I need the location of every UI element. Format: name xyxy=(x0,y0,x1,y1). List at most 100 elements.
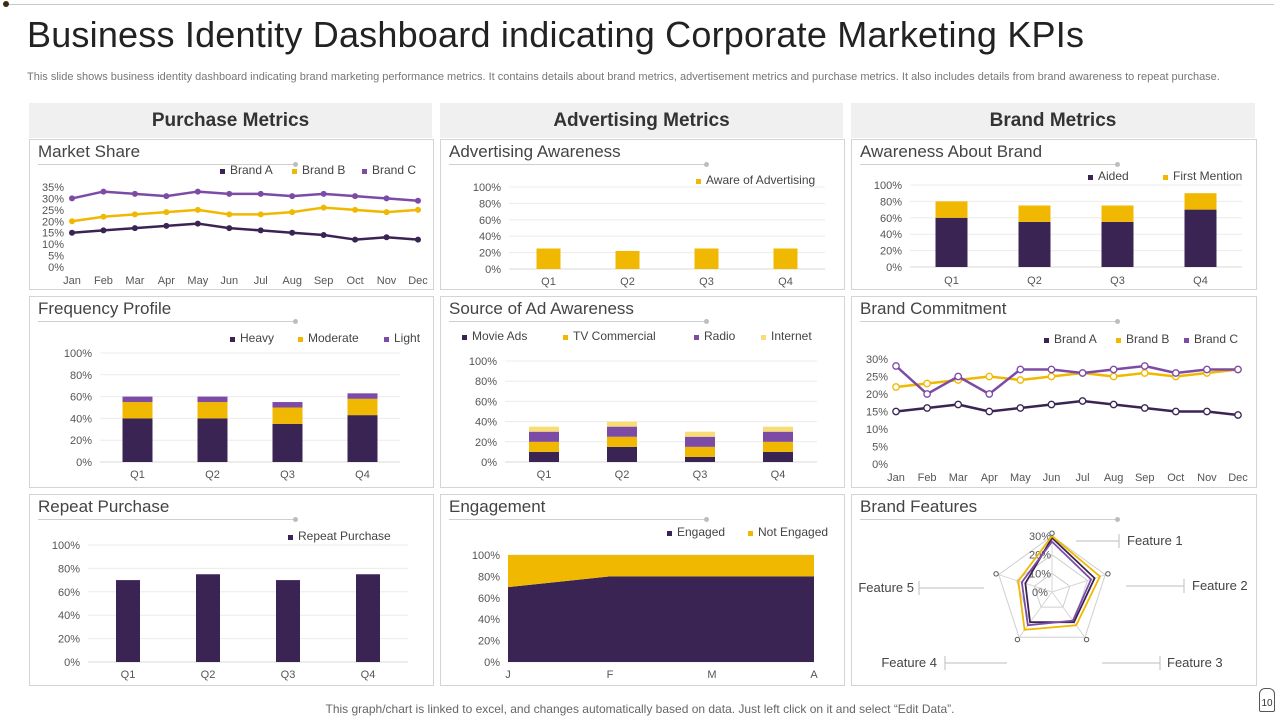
title-underline xyxy=(449,164,707,165)
market-share-panel[interactable]: Market Share 0% 5% 10% 15% 20% 25% 30% 35% Jan Feb… xyxy=(29,139,434,290)
x-tick-label: Q2 xyxy=(201,669,216,681)
repeat-purchase-panel[interactable]: Repeat Purchase 0% 20% 40% 60% 80% 100% Q1 Q2 Q3 Q… xyxy=(29,494,434,686)
y-tick-label: 25% xyxy=(42,205,64,217)
page-subtitle: This slide shows business identity dashb… xyxy=(27,71,1220,83)
bar-aided-q2 xyxy=(1018,221,1051,267)
radar-vertex-marker xyxy=(993,571,999,577)
bar-movie-ads-q3 xyxy=(685,456,715,462)
title-underline-dot xyxy=(1115,319,1120,324)
data-point-brand-b-nov xyxy=(383,209,390,216)
y-tick-label: 100% xyxy=(52,540,80,552)
x-tick-label: Jul xyxy=(254,275,268,287)
radar-tick-label: 0% xyxy=(1032,587,1048,599)
x-tick-label: Nov xyxy=(377,275,397,287)
chart-legend: Repeat Purchase xyxy=(288,529,391,543)
data-point-brand-a-nov xyxy=(1203,407,1211,416)
radar-grid-ring xyxy=(998,535,1106,638)
x-tick-label: Sep xyxy=(314,275,334,287)
x-tick-label: Q3 xyxy=(1110,275,1125,287)
x-tick-label: Q3 xyxy=(693,469,708,481)
bar-moderate-q3 xyxy=(272,407,303,424)
bar-radio-q3 xyxy=(685,436,715,447)
data-point-brand-a-sep xyxy=(1140,404,1149,412)
data-point-brand-b-feb xyxy=(923,379,931,388)
chart-legend: Movie Ads TV Commercial Radio Internet xyxy=(462,329,812,343)
legend-swatch-repeat-purchase xyxy=(288,535,293,540)
bar-first-mention-q2 xyxy=(1018,205,1051,222)
bar-radio-q2 xyxy=(607,426,637,437)
data-point-brand-a-apr xyxy=(163,222,170,229)
bar-aware-of-advertising-q4 xyxy=(773,248,798,269)
bar-aware-of-advertising-q3 xyxy=(694,248,719,269)
legend-swatch-radio xyxy=(694,335,699,340)
legend-label-brand-b: Brand B xyxy=(302,163,345,177)
data-point-brand-c-jul xyxy=(1078,369,1087,377)
brand-features-panel[interactable]: Brand Features 0% 10% 20% 30% Feature 1 Featur… xyxy=(851,494,1257,686)
top-divider-line xyxy=(6,4,1274,5)
chart-title: Brand Features xyxy=(860,497,978,516)
data-point-brand-c-aug xyxy=(1109,365,1118,374)
x-axis: Q1 Q2 Q3 Q4 xyxy=(944,275,1208,287)
y-axis: 0% 5% 10% 15% 20% 25% 30% xyxy=(866,354,888,471)
legend-swatch-first-mention xyxy=(1163,175,1168,180)
bar-internet-q1 xyxy=(529,426,559,432)
x-tick-label: Q4 xyxy=(778,276,793,288)
awareness-about-brand-panel[interactable]: Awareness About Brand 0% 20% 40% 60% 80% 100% Q… xyxy=(851,139,1257,290)
data-point-brand-c-nov xyxy=(383,195,390,202)
top-corner-dot xyxy=(3,1,9,7)
x-tick-label: Q1 xyxy=(541,276,556,288)
x-axis: Jan Feb Mar Apr May Jun Jul Aug Sep Oct Nov Dec xyxy=(63,275,428,287)
x-tick-label: Aug xyxy=(1104,472,1124,484)
y-tick-label: 100% xyxy=(473,182,501,194)
x-axis: Q1 Q2 Q3 Q4 xyxy=(121,669,376,681)
chart-title: Awareness About Brand xyxy=(860,142,1043,161)
x-tick-label: Jun xyxy=(1043,472,1061,484)
x-tick-label: Oct xyxy=(347,275,364,287)
data-point-brand-c-mar xyxy=(131,190,138,197)
data-point-brand-a-jun xyxy=(1047,400,1056,409)
chart-title: Source of Ad Awareness xyxy=(449,299,634,318)
x-tick-label: Jan xyxy=(887,472,905,484)
title-underline xyxy=(860,519,1118,520)
frequency-profile-panel[interactable]: Frequency Profile 0% 20% 40% 60% 80% 100% Q1 Q2 Q… xyxy=(29,296,434,488)
legend-label-brand-a: Brand A xyxy=(1054,332,1097,346)
data-point-brand-c-may xyxy=(194,188,201,195)
data-point-brand-b-jun xyxy=(226,211,233,218)
y-tick-label: 80% xyxy=(58,563,80,575)
title-underline-dot xyxy=(1115,517,1120,522)
x-tick-label: M xyxy=(707,669,716,681)
source-of-ad-awareness-panel[interactable]: Source of Ad Awareness 0% 20% 40% 60% 80% 100%… xyxy=(440,296,845,488)
advertising-awareness-panel[interactable]: Advertising Awareness 0% 20% 40% 60% 80% 100% Q… xyxy=(440,139,845,290)
bar-repeat-purchase-q4 xyxy=(356,574,380,662)
legend-label-radio: Radio xyxy=(704,329,736,343)
chart-legend: Brand A Brand B Brand C xyxy=(1044,332,1238,346)
legend-swatch-not-engaged xyxy=(748,531,753,536)
data-point-brand-c-dec xyxy=(415,197,421,204)
y-tick-label: 0% xyxy=(886,262,902,274)
y-tick-label: 0% xyxy=(64,657,80,669)
x-tick-label: Q1 xyxy=(121,669,136,681)
data-point-brand-c-mar xyxy=(954,372,963,381)
bar-repeat-purchase-q1 xyxy=(116,580,140,662)
y-tick-label: 0% xyxy=(872,459,888,471)
legend-swatch-internet xyxy=(761,335,766,340)
legend-label-engaged: Engaged xyxy=(677,525,725,539)
radar-vertex-marker xyxy=(1105,571,1111,577)
y-tick-label: 80% xyxy=(479,198,501,210)
chart-legend: Engaged Not Engaged xyxy=(667,525,828,539)
brand-commitment-panel[interactable]: Brand Commitment 0% 5% 10% 15% 20% 25% 30% Jan Fe… xyxy=(851,296,1257,488)
legend-label-brand-c: Brand C xyxy=(1194,332,1238,346)
y-tick-label: 0% xyxy=(48,262,64,274)
bar-first-mention-q1 xyxy=(935,201,968,218)
data-point-brand-c-feb xyxy=(100,188,107,195)
radar-series-series-2 xyxy=(1017,534,1102,631)
bar-movie-ads-q2 xyxy=(607,446,637,462)
footnote: This graph/chart is linked to excel, and… xyxy=(325,702,955,716)
page-title: Business Identity Dashboard indicating C… xyxy=(27,14,1085,55)
engagement-panel[interactable]: Engagement 0% 20% 40% 60% 80% 100% J F M A Engaged N… xyxy=(440,494,845,686)
legend-label-light: Light xyxy=(394,331,421,345)
x-tick-label: Feb xyxy=(918,472,937,484)
y-tick-label: 20% xyxy=(70,435,92,447)
y-tick-label: 20% xyxy=(475,437,497,449)
